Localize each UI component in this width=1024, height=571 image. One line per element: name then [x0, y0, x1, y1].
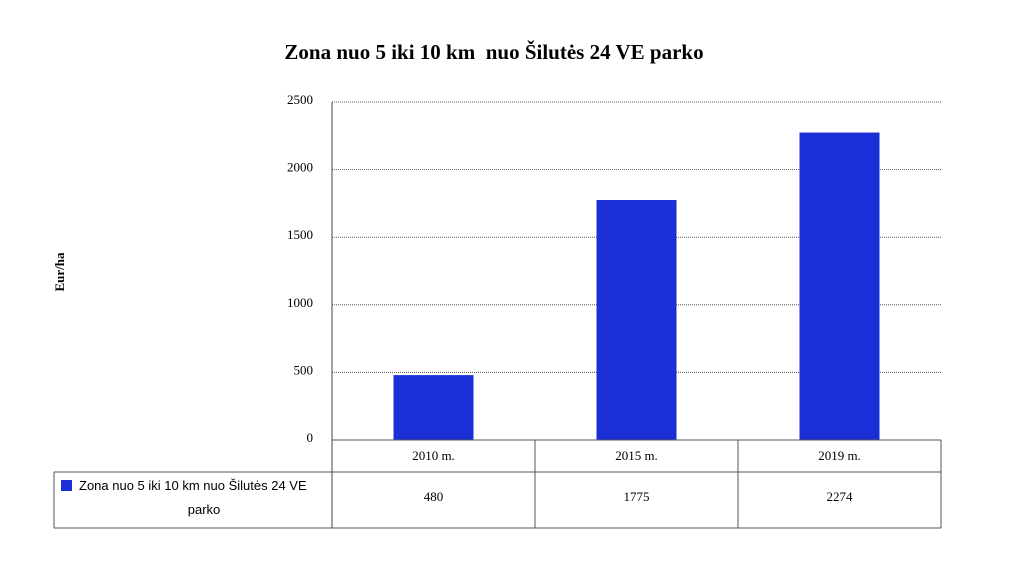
- y-tick-label: 0: [307, 430, 314, 445]
- bars: [393, 132, 880, 440]
- y-tick-label: 500: [294, 362, 314, 377]
- bar: [393, 375, 474, 440]
- x-category-label: 2015 m.: [615, 448, 658, 463]
- y-tick-label: 2000: [287, 160, 313, 175]
- x-category-label: 2010 m.: [412, 448, 455, 463]
- data-table: 2010 m. 2015 m. 2019 m. 480 1775 2274 Zona nuo…: [53, 439, 942, 529]
- y-axis-ticks: 0 500 1000 1500 2000 2500: [287, 92, 313, 445]
- legend-label: parko: [188, 502, 221, 517]
- chart-title: Zona nuo 5 iki 10 km nuo Šilutės 24 VE p…: [284, 40, 704, 64]
- bar: [596, 200, 677, 440]
- y-tick-label: 2500: [287, 92, 313, 107]
- data-label: 2274: [827, 489, 854, 504]
- legend-label: Zona nuo 5 iki 10 km nuo Šilutės 24 VE: [79, 478, 307, 493]
- data-label: 1775: [624, 489, 650, 504]
- y-axis-label: Eur/ha: [52, 252, 67, 292]
- legend-swatch: [61, 480, 72, 491]
- bar: [799, 132, 880, 440]
- data-label: 480: [424, 489, 444, 504]
- x-category-label: 2019 m.: [818, 448, 861, 463]
- y-tick-label: 1500: [287, 227, 313, 242]
- y-tick-label: 1000: [287, 295, 313, 310]
